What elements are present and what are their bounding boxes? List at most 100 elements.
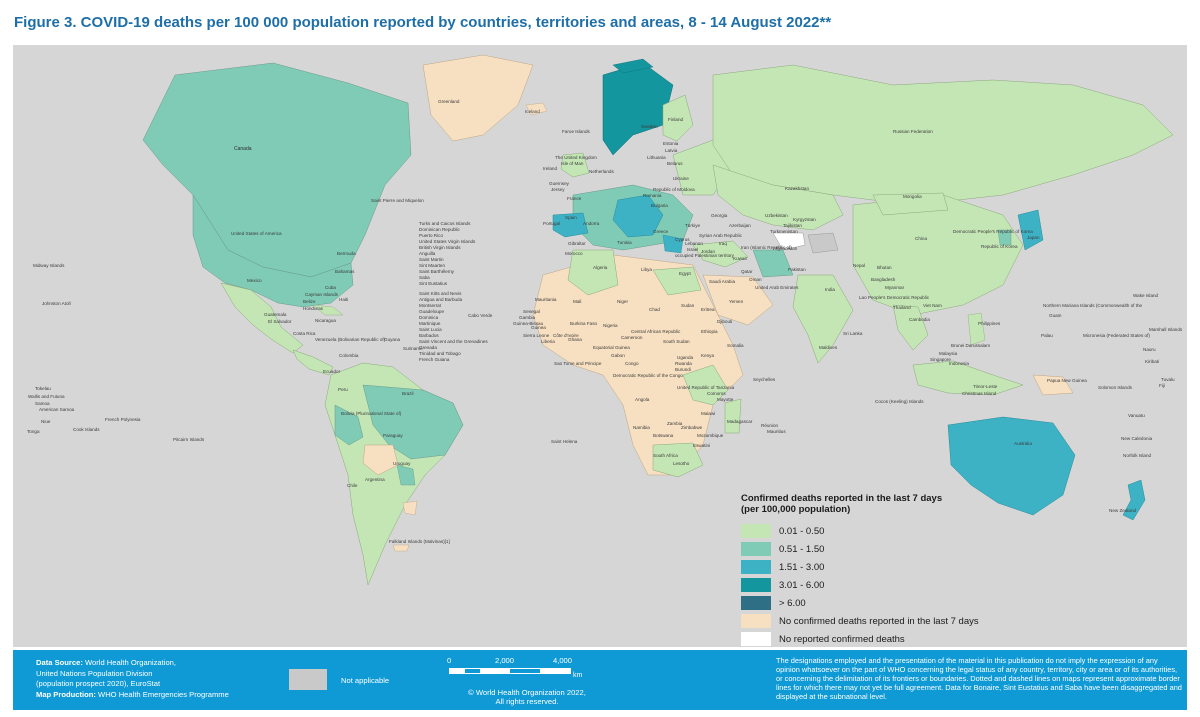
label-algeria: Algeria [593,265,608,270]
label-senegal: Senegal [523,309,540,314]
label-caribbean-9: Saint Barthélemy [419,269,455,274]
label-salvador: El Salvador [268,319,292,324]
label-sri-lanka: Sri Lanka [843,331,863,336]
not-applicable-area [807,232,839,254]
label-botswana: Botswana [653,433,674,438]
india-shape [792,274,854,364]
label-cook: Cook Islands [73,427,100,432]
label-caribbean-18: Saint Lucia [419,327,442,332]
svalbard-shape [612,58,654,74]
label-lithuania: Lithuania [647,155,666,160]
legend-item: > 6.00 [741,594,1041,612]
label-nigeria: Nigeria [603,323,618,328]
disclaimer-text: The designations employed and the presen… [776,656,1182,702]
label-caribbean-22: Trinidad and Tobago [419,351,461,356]
label-midway: Midway Islands [33,263,65,268]
scale-unit: km [573,672,583,679]
label-myanmar: Myanmar [885,285,905,290]
legend-item: 0.51 - 1.50 [741,540,1041,558]
label-kyrgyzstan: Kyrgyzstan [793,217,816,222]
legend-swatch [741,578,771,592]
label-djibouti: Djibouti [717,319,732,324]
label-guyana: Guyana [384,337,401,342]
label-tunisia: Tunisia [617,240,632,245]
label-china: China [915,236,927,241]
legend-items: 0.01 - 0.50 0.51 - 1.50 1.51 - 3.00 3.01 - … [741,522,1041,648]
scale-bar: 0 2,000 4,000 km [445,656,585,686]
label-thailand: Thailand [893,305,911,310]
label-netherlands: Netherlands [589,169,614,174]
legend-title: Confirmed deaths reported in the last 7 … [741,493,1041,515]
label-colombia: Colombia [339,353,359,358]
legend-item: 0.01 - 0.50 [741,522,1041,540]
south-africa-shape [652,442,704,478]
copyright-line2: All rights reserved. [495,697,559,706]
label-mozambique: Mozambique [697,433,724,438]
label-caribbean-2: Dominican Republic [419,227,461,232]
label-yemen: Yemen [729,299,744,304]
label-caribbean-16: Dominica [419,315,439,320]
production-text: WHO Health Emergencies Programme [98,689,229,699]
arabia-shape [702,274,774,326]
label-caribbean-3: Puerto Rico [419,233,443,238]
label-caribbean-4: United States Virgin Islands [419,239,476,244]
label-ireland: Ireland [543,166,557,171]
label-estonia: Estonia [663,141,679,146]
label-dprk: Democratic People's Republic of Korea [953,229,1033,234]
label-iraq: Iraq [719,241,727,246]
label-bolivia: Bolivia (Plurinational State of) [341,411,402,416]
label-afghanistan: Afghanistan [773,246,798,251]
label-turkmenistan: Turkmenistan [770,229,798,234]
label-usa: United States of America [231,231,282,236]
label-burundi: Burundi [675,367,691,372]
label-kuwait: Kuwait [733,256,748,261]
label-caribbean-21: Grenada [419,345,437,350]
label-timor: Timor-Leste [973,384,998,389]
label-egypt: Egypt [679,271,691,276]
label-japan: Japan [1027,235,1040,240]
australia-shape [947,416,1076,516]
map-canvas: Greenland Iceland Faroe Islands Canada U… [13,45,1187,647]
label-cocos: Cocos (Keeling) Islands [875,399,924,404]
label-sweden: Sweden [641,124,658,129]
data-source: Data Source: World Health Organization, … [36,658,229,700]
label-mauritania: Mauritania [535,297,557,302]
label-caribbean-19: Barbados [419,333,439,338]
label-cambodia: Cambodia [909,317,930,322]
kazakhstan-shape [712,164,844,231]
legend-swatch [741,596,771,610]
label-isle-man: Isle of Man [561,161,584,166]
legend-item: No reported confirmed deaths [741,630,1041,648]
label-caribbean-20: Saint Vincent and the Grenadines [419,339,488,344]
japan-shape [1017,209,1044,251]
scale-label-4000: 4,000 [553,656,573,665]
map-legend: Confirmed deaths reported in the last 7 … [741,493,1041,648]
label-bangladesh: Bangladesh [871,277,896,282]
label-caribbean-15: Guadeloupe [419,309,444,314]
label-brazil: Brazil [402,391,414,396]
legend-swatch [741,542,771,556]
label-pitcairn: Pitcairn Islands [173,437,205,442]
label-jordan: Jordan [701,249,715,254]
source-line3: (population prospect 2020), EuroStat [36,679,161,688]
east-africa-shape [682,364,729,406]
label-new-caledonia: New Caledonia [1121,436,1153,441]
label-lao: Lao People's Democratic Republic [859,295,930,300]
label-guernsey: Guernsey [549,181,570,186]
label-norfolk: Norfolk Island [1123,453,1152,458]
footer-bar: Data Source: World Health Organization, … [13,650,1187,710]
legend-label: 0.51 - 1.50 [779,543,825,555]
label-mali: Mali [573,299,581,304]
label-zimbabwe: Zimbabwe [681,425,703,430]
label-mauritius: Mauritius [767,429,786,434]
label-mayotte: Mayotte [717,397,734,402]
label-saudi: Saudi Arabia [709,279,735,284]
world-map: Greenland Iceland Faroe Islands Canada U… [13,45,1187,647]
label-faroe: Faroe Islands [562,129,591,134]
label-tanzania: United Republic of Tanzania [677,385,735,390]
label-new-zealand: New Zealand [1109,508,1137,513]
label-belize: Belize [303,299,316,304]
label-cabo-verde: Cabo Verde [468,313,493,318]
label-suriname: Suriname [403,346,423,351]
mexico-shape [220,282,304,354]
